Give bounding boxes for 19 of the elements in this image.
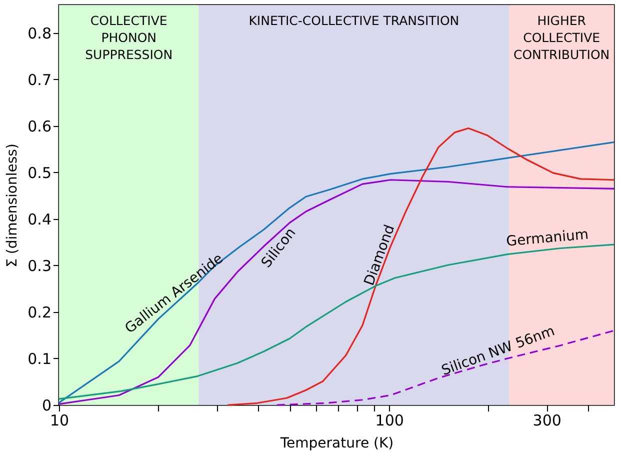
text: Silicon NW 56nm [439, 323, 557, 380]
y-tick-label: 0.5 [28, 164, 52, 182]
y-tick-label: 0 [42, 396, 52, 414]
x-tick-label: 100 [375, 412, 404, 430]
x-axis-title: Temperature (K) [279, 436, 394, 452]
x-tick-label: 300 [532, 412, 562, 430]
y-tick-label: 0.4 [28, 210, 52, 228]
series-label: Germanium [506, 226, 590, 250]
y-tick-label: 0.8 [28, 24, 52, 42]
band-label: KINETIC-COLLECTIVE TRANSITION [248, 13, 460, 28]
y-tick-label: 0.1 [28, 350, 52, 368]
y-axis-title: Σ (dimensionless) [4, 144, 21, 268]
x-tick-label: 10 [50, 412, 70, 430]
y-tick-label: 0.7 [28, 70, 52, 89]
y-tick-label: 0.2 [28, 303, 52, 322]
band-label: COLLECTIVE PHONON SUPPRESSION [85, 13, 173, 62]
band-label: HIGHER COLLECTIVE CONTRIBUTION [513, 13, 610, 62]
y-tick-label: 0.3 [28, 256, 52, 275]
y-tick-label: 0.6 [28, 117, 52, 136]
